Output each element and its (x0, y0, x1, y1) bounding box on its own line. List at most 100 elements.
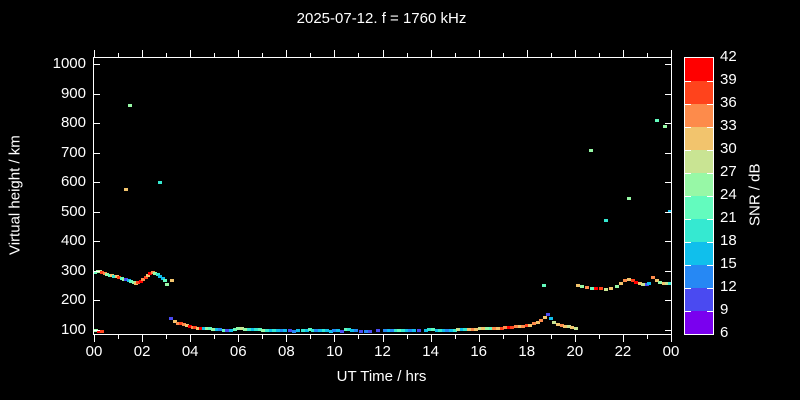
data-point (354, 329, 359, 333)
x-tick (503, 53, 504, 57)
x-tick (623, 335, 624, 342)
data-point (162, 278, 167, 282)
data-point (128, 104, 133, 108)
colorbar-tick (685, 150, 691, 151)
data-point (239, 327, 244, 331)
x-tick (286, 335, 287, 342)
colorbar-tick-label: 36 (720, 94, 737, 111)
data-point (559, 324, 564, 328)
data-point (434, 328, 439, 332)
colorbar-tick (685, 173, 691, 174)
x-tick (455, 335, 456, 339)
colorbar (684, 57, 714, 335)
data-point (528, 323, 533, 327)
colorbar-tick (685, 127, 691, 128)
x-tick-label: 18 (518, 343, 536, 360)
data-point (618, 281, 623, 285)
data-point (275, 328, 280, 332)
data-point (665, 282, 670, 286)
x-tick (166, 335, 167, 339)
data-point (574, 326, 579, 330)
y-tick (94, 182, 100, 183)
data-point (467, 328, 472, 332)
data-point (492, 326, 497, 330)
y-tick-label: 200 (60, 291, 86, 308)
data-point (626, 197, 631, 201)
x-tick (383, 50, 384, 57)
data-point (96, 330, 101, 334)
y-tick (665, 212, 671, 213)
data-point (131, 281, 136, 285)
data-point (556, 323, 560, 327)
data-point (654, 279, 659, 283)
data-point (589, 286, 594, 290)
colorbar-tick-label: 24 (720, 186, 737, 203)
data-point (150, 270, 155, 274)
x-tick (262, 335, 263, 339)
x-tick-label: 00 (662, 343, 680, 360)
data-point (218, 328, 223, 332)
data-point (542, 316, 547, 320)
x-tick-label: 02 (133, 343, 151, 360)
x-tick-label: 22 (614, 343, 632, 360)
data-point (119, 276, 124, 280)
x-tick (551, 335, 552, 339)
data-point (296, 329, 301, 333)
data-point (488, 327, 493, 331)
data-point (317, 329, 322, 333)
y-tick (94, 271, 100, 272)
colorbar-tick (707, 242, 713, 243)
data-point (158, 275, 163, 278)
x-tick (262, 53, 263, 57)
x-tick (407, 335, 408, 339)
data-point (637, 281, 642, 285)
data-point (207, 327, 212, 331)
data-point (146, 274, 151, 278)
data-point (499, 326, 504, 330)
colorbar-segment (685, 104, 713, 127)
x-tick (479, 335, 480, 342)
x-tick (503, 335, 504, 339)
data-point (570, 326, 575, 329)
data-point (198, 326, 203, 330)
data-point (408, 328, 413, 332)
data-point (328, 329, 333, 333)
colorbar-tick-label: 9 (720, 301, 729, 318)
data-point (176, 321, 181, 325)
y-tick (94, 153, 100, 154)
x-tick-label: 20 (566, 343, 584, 360)
data-point (195, 326, 200, 330)
data-point (225, 329, 230, 333)
data-point (287, 329, 292, 333)
data-point (148, 272, 153, 276)
data-point (470, 327, 475, 331)
x-tick-label: 08 (277, 343, 295, 360)
data-point (539, 319, 544, 323)
data-point (506, 326, 511, 330)
data-point (314, 328, 319, 332)
y-tick (665, 300, 671, 301)
x-tick (527, 50, 528, 57)
data-point (644, 283, 649, 287)
y-tick-label: 1000 (52, 55, 86, 72)
data-point (503, 326, 508, 330)
data-point (477, 327, 482, 331)
data-point (261, 328, 266, 332)
data-point (459, 328, 464, 332)
y-tick (665, 153, 671, 154)
x-tick-label: 14 (422, 343, 439, 360)
colorbar-tick (707, 173, 713, 174)
colorbar-segment (685, 288, 713, 311)
x-tick (383, 335, 384, 342)
x-tick (94, 335, 95, 342)
x-tick (455, 53, 456, 57)
x-tick (310, 335, 311, 339)
colorbar-segment (685, 150, 713, 173)
data-point (283, 329, 288, 333)
data-point (604, 288, 609, 292)
x-tick-label: 00 (85, 343, 103, 360)
x-tick (599, 335, 600, 339)
x-tick-label: 12 (374, 343, 391, 360)
data-point (136, 280, 141, 284)
data-point (411, 329, 416, 333)
